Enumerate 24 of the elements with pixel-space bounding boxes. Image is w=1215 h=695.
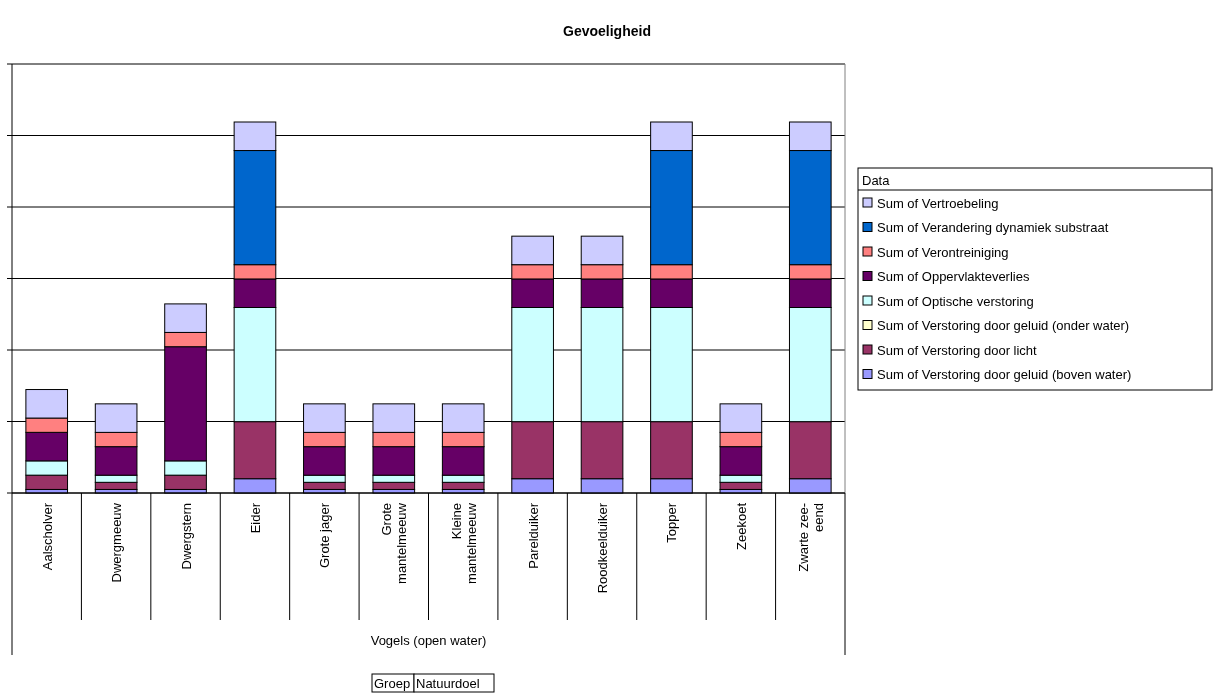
legend-label: Sum of Verstoring door geluid (boven water): [877, 367, 1132, 382]
legend-label: Sum of Verstoring door geluid (onder water): [877, 318, 1130, 333]
x-tick-label: Grote jager: [317, 502, 333, 569]
x-tick-label: Dwergmeeuw: [109, 502, 125, 583]
x-tick-label: Parelduiker: [525, 502, 541, 569]
legend-label: Sum of Oppervlakteverlies: [877, 269, 1030, 284]
x-tick-label: Grote mantelmeeuw: [379, 502, 410, 584]
text: Natuurdoel: [416, 676, 480, 691]
legend-label: Sum of Optische verstoring: [877, 293, 1034, 309]
legend-label: Sum of Verandering dynamiek substraat: [877, 220, 1109, 235]
text: Vogels (open water): [370, 633, 487, 648]
x-tick-label: Topper: [664, 502, 680, 543]
text: Groep: [374, 676, 411, 691]
chart-title: Gevoeligheid: [563, 23, 651, 39]
legend-label: Sum of Verontreiniging: [877, 244, 1009, 260]
x-tick-label: Zeekoet: [733, 502, 749, 550]
legend-title: Data: [862, 173, 891, 188]
legend-label: Sum of Vertroebeling: [877, 195, 999, 211]
x-tick-label: Aalscholver: [39, 502, 55, 571]
x-tick-label: Roodkeelduiker: [595, 502, 611, 594]
x-tick-label: Dwergstern: [178, 503, 194, 570]
x-tick-label: Eider: [247, 502, 263, 534]
x-tick-label: Zwarte zee-eend: [795, 503, 826, 572]
legend-label: Sum of Verstoring door licht: [877, 342, 1038, 358]
